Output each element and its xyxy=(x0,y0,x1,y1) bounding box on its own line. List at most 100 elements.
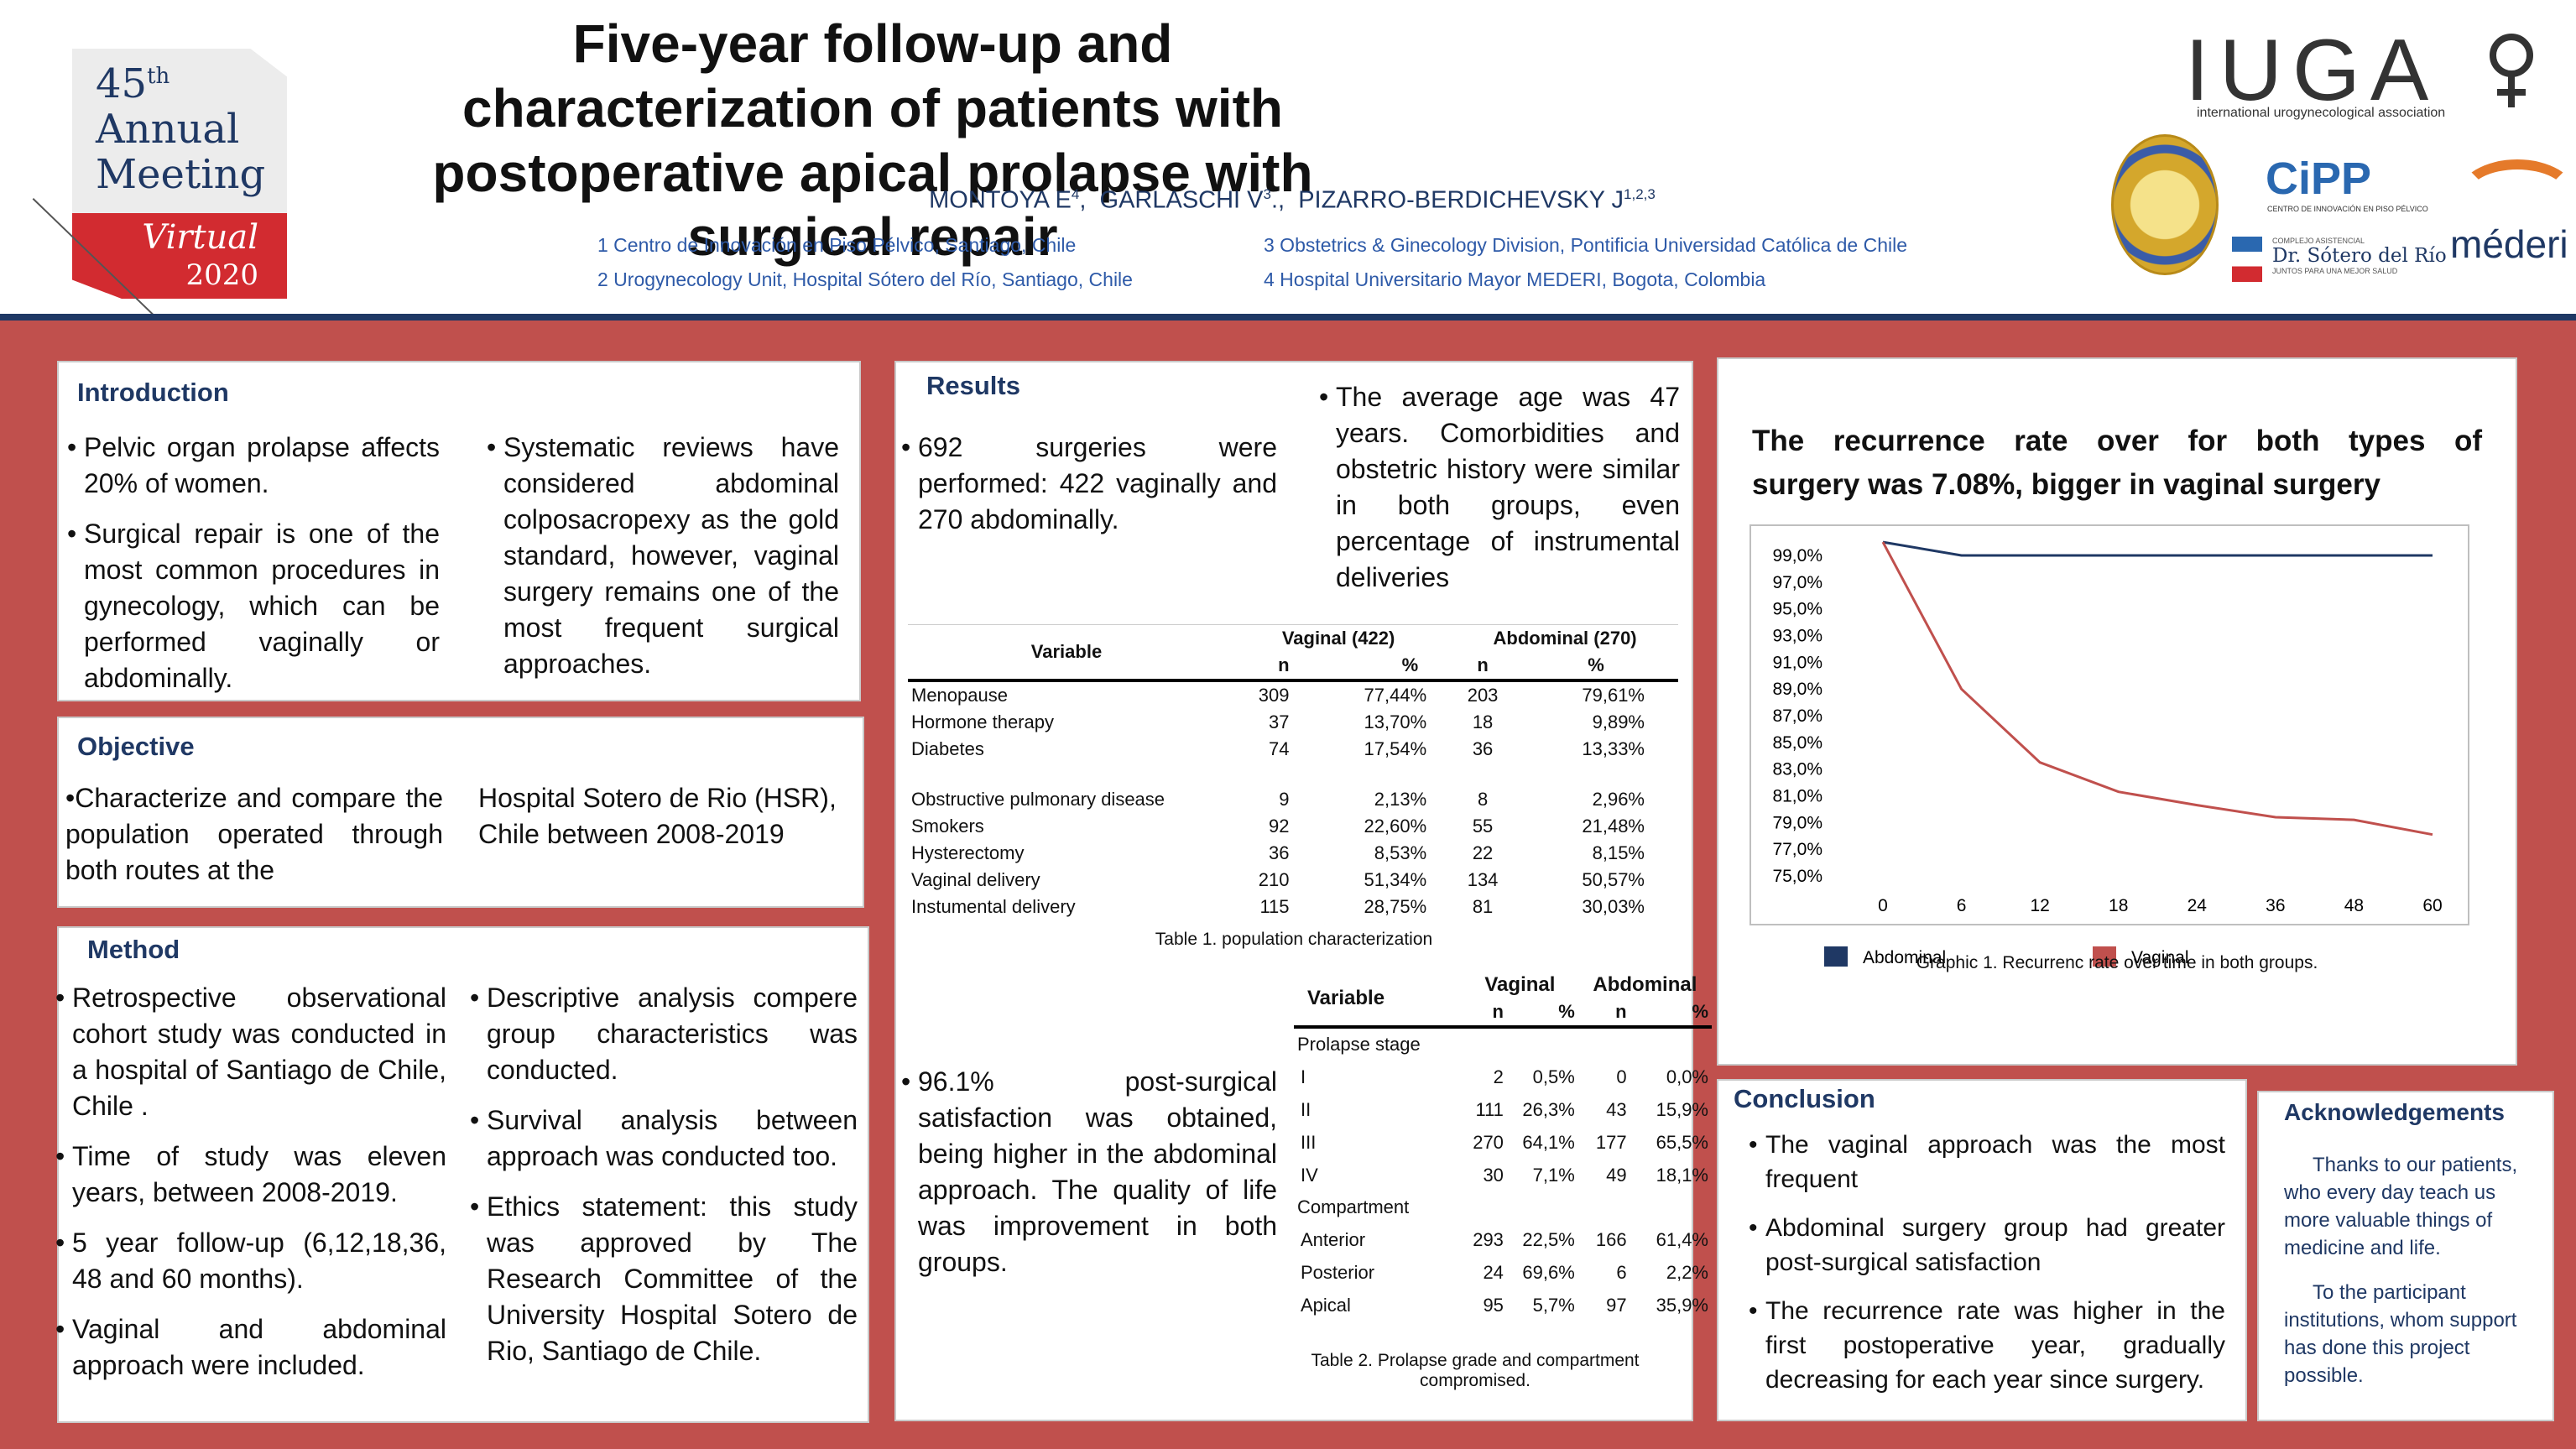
conclusion-list: The vaginal approach was the most freque… xyxy=(1749,1128,2225,1411)
table1-cell-variable: Menopause xyxy=(911,685,1008,706)
table2-cell-value: 7,1% xyxy=(1532,1164,1575,1186)
table2-cell-value: 5,7% xyxy=(1532,1294,1575,1316)
y-tick-label: 89,0% xyxy=(1772,680,1822,699)
x-tick-label: 36 xyxy=(2266,896,2285,915)
table1-cell-variable: Hormone therapy xyxy=(911,711,1054,732)
table1-cell-value xyxy=(1225,763,1315,786)
chart-layer: 99,0% 97,0% 95,0% 93,0% 91,0% 89,0% 87,0% 85,0%… xyxy=(1772,540,2443,967)
y-tick-label: 81,0% xyxy=(1772,787,1822,806)
table2-cell-value: 64,1% xyxy=(1522,1131,1575,1153)
table1-cell-value: 13,33% xyxy=(1582,738,1645,759)
introduction-panel: Introduction Pelvic organ prolapse affec… xyxy=(57,361,861,701)
conclusion-bullet: The vaginal approach was the most freque… xyxy=(1749,1128,2225,1196)
introduction-bullet: Surgical repair is one of the most commo… xyxy=(67,516,440,696)
conclusion-panel: Conclusion The vaginal approach was the … xyxy=(1717,1079,2247,1421)
results-bullet-1-wrap: 692 surgeries were performed: 422 vagina… xyxy=(901,430,1277,552)
table1-caption: Table 1. population characterization xyxy=(1155,930,1433,949)
table1-header: Variable Vaginal (422) Abdominal (270) n… xyxy=(908,624,1678,680)
table1-header-vaginal: Vaginal (422) xyxy=(1225,624,1452,652)
conclusion-bullet: Abdominal surgery group had greater post… xyxy=(1749,1211,2225,1280)
table2-cell-variable: IV xyxy=(1301,1164,1318,1186)
chart-headline-line1: The recurrence rate over for both types … xyxy=(1752,425,2482,457)
acknowledgements-panel: Acknowledgements Thanks to our patients,… xyxy=(2257,1091,2554,1421)
objective-panel: Objective •Characterize and compare the … xyxy=(57,717,864,908)
badge-year: 2020 xyxy=(185,258,258,292)
chart-caption: Graphic 1. Recurrenc rate over time in b… xyxy=(1916,953,2318,972)
mederi-logo: méderi xyxy=(2450,222,2568,266)
table1-cell-value: 17,54% xyxy=(1364,738,1427,759)
table2-cell-value: 6 xyxy=(1616,1261,1627,1283)
table2-cell-value: 49 xyxy=(1606,1164,1627,1186)
affiliation-2: 2 Urogynecology Unit, Hospital Sótero de… xyxy=(597,268,1133,290)
iuga-wordmark: IUGA xyxy=(2185,22,2439,119)
table2-cell-variable: I xyxy=(1301,1066,1306,1087)
author-3-sup: 1,2,3 xyxy=(1624,186,1656,202)
table1-cell-value: 77,44% xyxy=(1364,685,1427,706)
table1-cell-value: 2,13% xyxy=(1374,789,1427,810)
table2-cell-value: 18,1% xyxy=(1656,1164,1708,1186)
table2-cell-value: 177 xyxy=(1595,1131,1627,1153)
table1-row: Hormone therapy 37 13,70% 18 9,89% xyxy=(908,709,1678,736)
table2-cell-value: 0,0% xyxy=(1666,1066,1708,1087)
table2-row: I 2 0,5% 0 0,0% xyxy=(1294,1061,1712,1093)
table1-header-pct: % xyxy=(1588,654,1604,675)
method-col1: Retrospective observational cohort study… xyxy=(55,980,446,1398)
table2-row: Apical 95 5,7% 97 35,9% xyxy=(1294,1289,1712,1321)
table1-cell-value: 134 xyxy=(1467,869,1499,890)
university-seal-logo xyxy=(2111,134,2219,275)
table1-cell-value: 74 xyxy=(1269,738,1290,759)
table2-cell-value: 15,9% xyxy=(1656,1098,1708,1120)
table1-row: Hysterectomy 36 8,53% 22 8,15% xyxy=(908,840,1678,867)
legend-swatch-vaginal xyxy=(2093,946,2116,967)
cipp-subtitle: CENTRO DE INNOVACIÓN EN PISO PÉLVICO xyxy=(2267,205,2428,213)
introduction-heading: Introduction xyxy=(77,378,229,407)
conclusion-bullet: The recurrence rate was higher in the fi… xyxy=(1749,1294,2225,1397)
table2-header-pct: % xyxy=(1692,1001,1708,1022)
table2-cell-value: 270 xyxy=(1473,1131,1504,1153)
table1-cell-value: 22 xyxy=(1472,842,1494,863)
table2-cell-value: 69,6% xyxy=(1522,1261,1575,1283)
affiliation-1: 1 Centro de Innovación en Piso Pélvico, … xyxy=(597,234,1077,256)
cipp-logo: CiPP xyxy=(2266,154,2372,204)
author-2: GARLASCHI V xyxy=(1099,186,1264,214)
table1-cell-value: 210 xyxy=(1258,869,1290,890)
table2-header-n: n xyxy=(1492,1001,1504,1022)
table2-body-stage: I 2 0,5% 0 0,0% II 111 26,3% 43 15,9% III 270 64,1% 1… xyxy=(1294,1061,1712,1191)
table1-row: Menopause 309 77,44% 203 79,61% xyxy=(908,680,1678,709)
method-bullet: Ethics statement: this study was approve… xyxy=(470,1189,858,1369)
y-tick-label: 95,0% xyxy=(1772,600,1822,619)
method-heading: Method xyxy=(87,935,180,964)
table1-cell-value: 21,48% xyxy=(1582,816,1645,837)
author-2-sup: 3 xyxy=(1263,186,1271,202)
table1-cell-value: 79,61% xyxy=(1582,685,1645,706)
results-bullet-age: The average age was 47 years. Comorbidit… xyxy=(1319,379,1680,596)
table2-row: Anterior 293 22,5% 166 61,4% xyxy=(1294,1223,1712,1256)
badge-line1: Annual xyxy=(96,105,240,153)
table2-cell-value: 97 xyxy=(1606,1294,1627,1316)
table2-header-abdominal: Abdominal xyxy=(1593,973,1697,996)
table1-cell-value: 28,75% xyxy=(1364,896,1427,917)
method-bullet: Vaginal and abdominal approach were incl… xyxy=(55,1311,446,1384)
authors: MONTOYA E4, GARLASCHI V3., PIZARRO-BERDI… xyxy=(929,186,1656,214)
sotero-name: Dr. Sótero del Río xyxy=(2272,245,2447,267)
table2-cell-value: 2 xyxy=(1493,1066,1504,1087)
table2-cell-value: 65,5% xyxy=(1656,1131,1708,1153)
chart-plot-border xyxy=(1749,524,2469,925)
table2-caption: Table 2. Prolapse grade and compartment … xyxy=(1299,1351,1651,1391)
affiliation-4: 4 Hospital Universitario Mayor MEDERI, B… xyxy=(1264,268,1766,290)
method-bullet: 5 year follow-up (6,12,18,36, 48 and 60 … xyxy=(55,1225,446,1297)
results-bullet-satisfaction: 96.1% post-surgical satisfaction was obt… xyxy=(901,1064,1277,1280)
acknowledgements-heading: Acknowledgements xyxy=(2284,1099,2505,1125)
acknowledgements-p1: Thanks to our patients, who every day te… xyxy=(2284,1154,2518,1259)
poster-title: Five-year follow-up and characterization… xyxy=(432,13,1313,268)
table1-row: Smokers 92 22,60% 55 21,48% xyxy=(908,813,1678,840)
table1-cell-value: 8,53% xyxy=(1374,842,1427,863)
table2-header-pct: % xyxy=(1558,1001,1575,1022)
x-tick-label: 24 xyxy=(2188,896,2208,915)
table2-cell-value: 166 xyxy=(1595,1228,1627,1250)
y-tick-label: 91,0% xyxy=(1772,653,1822,672)
y-tick-label: 85,0% xyxy=(1772,733,1822,753)
table1-cell-value: 9 xyxy=(1279,789,1290,810)
table2-cell-value: 2,2% xyxy=(1666,1261,1708,1283)
table2-row: IV 30 7,1% 49 18,1% xyxy=(1294,1159,1712,1191)
